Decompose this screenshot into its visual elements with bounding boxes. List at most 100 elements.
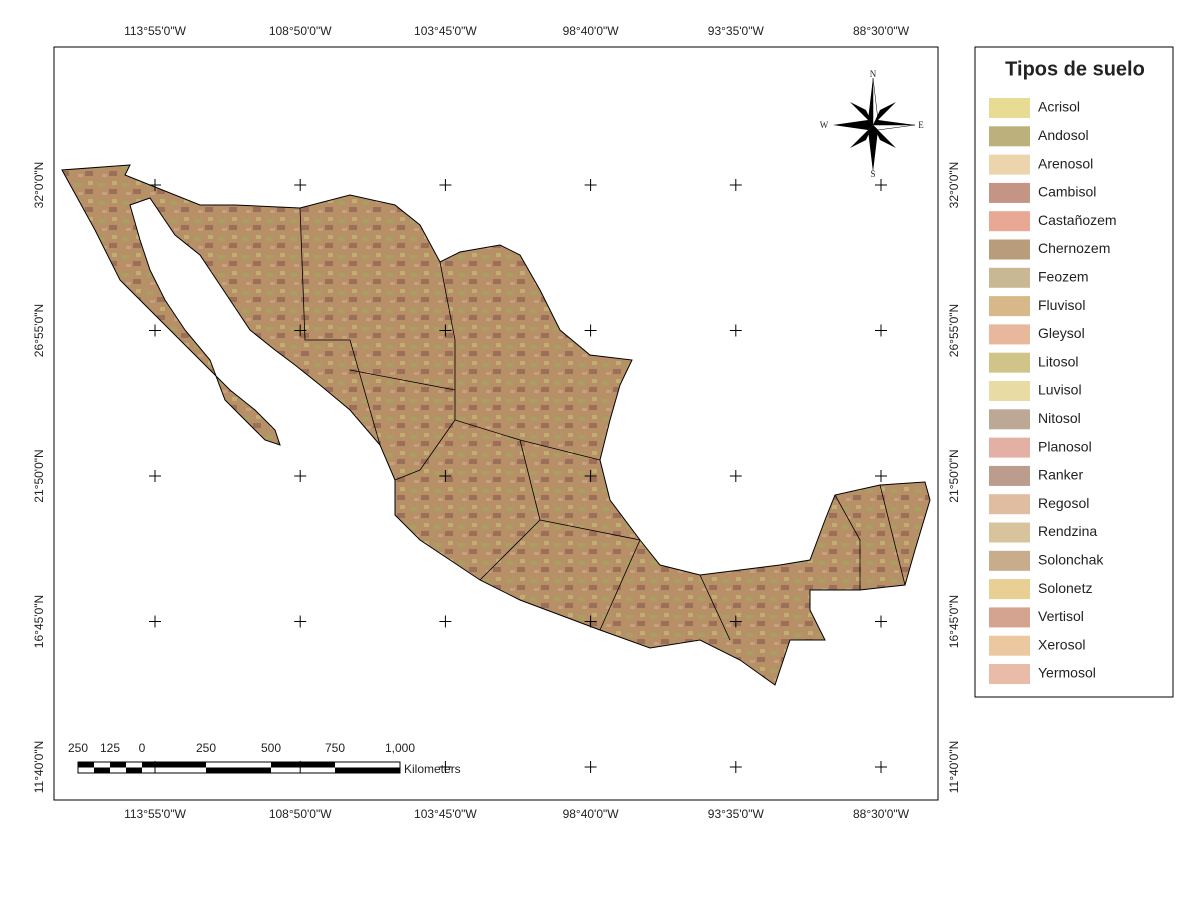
legend-label: Vertisol (1038, 608, 1084, 624)
legend-label: Xerosol (1038, 636, 1085, 652)
legend-swatch (989, 579, 1030, 600)
legend-label: Regosol (1038, 495, 1089, 511)
graticule-cross (875, 324, 887, 337)
latitude-label-right: 26°55'0"N (947, 304, 961, 357)
legend-swatch (989, 324, 1030, 345)
legend-swatch (989, 267, 1030, 288)
graticule-cross (584, 615, 597, 628)
graticule-cross (584, 324, 597, 337)
legend-swatch (989, 211, 1030, 232)
longitude-label-top: 93°35'0"W (708, 24, 765, 38)
legend-label: Solonchak (1038, 552, 1104, 568)
scale-label: 0 (139, 741, 146, 755)
legend-label: Rendzina (1038, 523, 1097, 539)
scale-label: 250 (68, 741, 88, 755)
state-borders (299, 207, 906, 641)
legend-swatch (989, 296, 1030, 317)
graticule-cross (729, 324, 742, 337)
legend-swatch (989, 381, 1030, 401)
legend-swatch (989, 494, 1030, 515)
graticule-cross (729, 470, 742, 482)
legend-swatch (989, 352, 1030, 373)
graticule-cross (294, 761, 307, 773)
graticule-cross (149, 324, 161, 337)
graticule-cross (439, 324, 452, 337)
graticule-cross (439, 615, 452, 628)
longitude-label-top: 113°55'0"W (124, 24, 187, 38)
legend-label: Yermosol (1038, 665, 1096, 681)
compass-east: E (918, 120, 924, 130)
legend-swatch (989, 182, 1030, 203)
legend-swatch (989, 465, 1030, 486)
legend-label: Chernozem (1038, 240, 1110, 256)
legend-swatch (989, 664, 1030, 684)
graticule-cross (294, 470, 307, 482)
graticule-cross (584, 179, 597, 191)
latitude-label-left: 11°40'0"N (32, 741, 46, 794)
legend-swatch (989, 607, 1030, 628)
longitude-label-bottom: 103°45'0"W (414, 807, 477, 821)
legend-label: Fluvisol (1038, 297, 1085, 313)
longitude-label-top: 103°45'0"W (414, 24, 477, 38)
legend-swatch (989, 239, 1030, 260)
latitude-label-right: 11°40'0"N (947, 741, 961, 794)
legend-label: Litosol (1038, 353, 1078, 369)
legend-label: Planosol (1038, 438, 1092, 454)
graticule-cross (875, 470, 887, 482)
latitude-label-right: 32°0'0"N (947, 162, 961, 209)
compass-north: N (870, 69, 877, 79)
graticule-cross (294, 615, 307, 628)
graticule-cross (439, 470, 452, 482)
compass-west: W (820, 120, 829, 130)
graticule-cross (875, 179, 887, 191)
legend-swatch (989, 550, 1030, 571)
scale-bar (77, 761, 401, 774)
longitude-label-bottom: 108°50'0"W (269, 807, 332, 821)
graticule-cross (729, 179, 742, 191)
graticule-cross (149, 761, 161, 773)
legend-label: Feozem (1038, 269, 1089, 285)
legend-label: Solonetz (1038, 580, 1092, 596)
latitude-label-left: 32°0'0"N (32, 162, 46, 209)
graticule-cross (875, 761, 887, 773)
mexico-outline (61, 164, 931, 686)
legend-label: Nitosol (1038, 410, 1081, 426)
legend-label: Acrisol (1038, 99, 1080, 115)
legend-swatch (989, 154, 1030, 175)
scale-label: 750 (325, 741, 345, 755)
longitude-label-top: 98°40'0"W (563, 24, 620, 38)
graticule-cross (875, 615, 887, 628)
longitude-label-bottom: 93°35'0"W (708, 807, 765, 821)
scale-label: 500 (261, 741, 281, 755)
graticule-cross (149, 615, 161, 628)
compass-rose (833, 77, 916, 172)
legend-swatch (989, 126, 1030, 147)
graticule-cross (729, 615, 742, 628)
graticule-cross (149, 470, 161, 482)
graticule-cross (439, 761, 452, 773)
latitude-label-left: 26°55'0"N (32, 304, 46, 357)
scale-label: 1,000 (385, 741, 415, 755)
longitude-label-top: 108°50'0"W (269, 24, 332, 38)
scale-unit: Kilometers (404, 762, 461, 776)
scale-label: 250 (196, 741, 216, 755)
legend-label: Andosol (1038, 127, 1089, 143)
graticule-cross (584, 761, 597, 773)
legend-swatch (989, 437, 1030, 458)
latitude-label-right: 21°50'0"N (947, 449, 961, 502)
legend-swatch (989, 522, 1030, 543)
latitude-label-left: 16°45'0"N (32, 595, 46, 648)
longitude-label-bottom: 88°30'0"W (853, 807, 910, 821)
legend-swatch (989, 635, 1030, 656)
legend-title: Tipos de suelo (1005, 58, 1145, 80)
scale-label: 125 (100, 741, 120, 755)
compass-south: S (870, 169, 875, 179)
graticule-cross (294, 179, 307, 191)
legend-label: Cambisol (1038, 184, 1096, 200)
legend-swatch (989, 409, 1030, 430)
latitude-label-right: 16°45'0"N (947, 595, 961, 648)
graticule-cross (149, 179, 161, 191)
longitude-label-bottom: 113°55'0"W (124, 807, 187, 821)
